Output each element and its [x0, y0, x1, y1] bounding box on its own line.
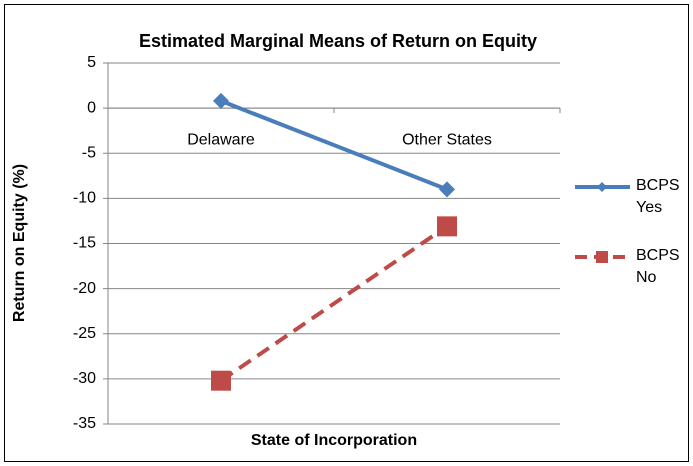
marker	[439, 181, 455, 198]
y-axis-label: Return on Equity (%)	[11, 164, 28, 322]
legend-label: BCPS Yes	[636, 177, 680, 216]
y-tick-label: -5	[82, 144, 96, 161]
x-axis-label: State of Incorporation	[251, 432, 417, 449]
series-line	[219, 224, 449, 383]
chart-title: Estimated Marginal Means of Return on Eq…	[139, 31, 537, 51]
y-tick-label: -20	[73, 280, 96, 297]
y-tick-label: -15	[73, 235, 96, 252]
x-tick-label: Delaware	[187, 131, 255, 148]
marker	[597, 182, 607, 192]
marker	[213, 92, 229, 109]
marker	[596, 251, 608, 263]
legend-label: BCPS No	[636, 247, 680, 286]
y-tick-label: 5	[87, 54, 96, 71]
chart-border	[4, 4, 689, 462]
series-line	[220, 99, 448, 192]
marker	[437, 216, 457, 237]
y-tick-label: -10	[73, 190, 96, 207]
y-tick-label: -30	[73, 370, 96, 387]
marker	[211, 370, 231, 391]
y-tick-label: -35	[73, 415, 96, 432]
x-tick-label: Other States	[402, 131, 492, 148]
y-tick-label: -25	[73, 325, 96, 342]
y-tick-label: 0	[87, 99, 96, 116]
